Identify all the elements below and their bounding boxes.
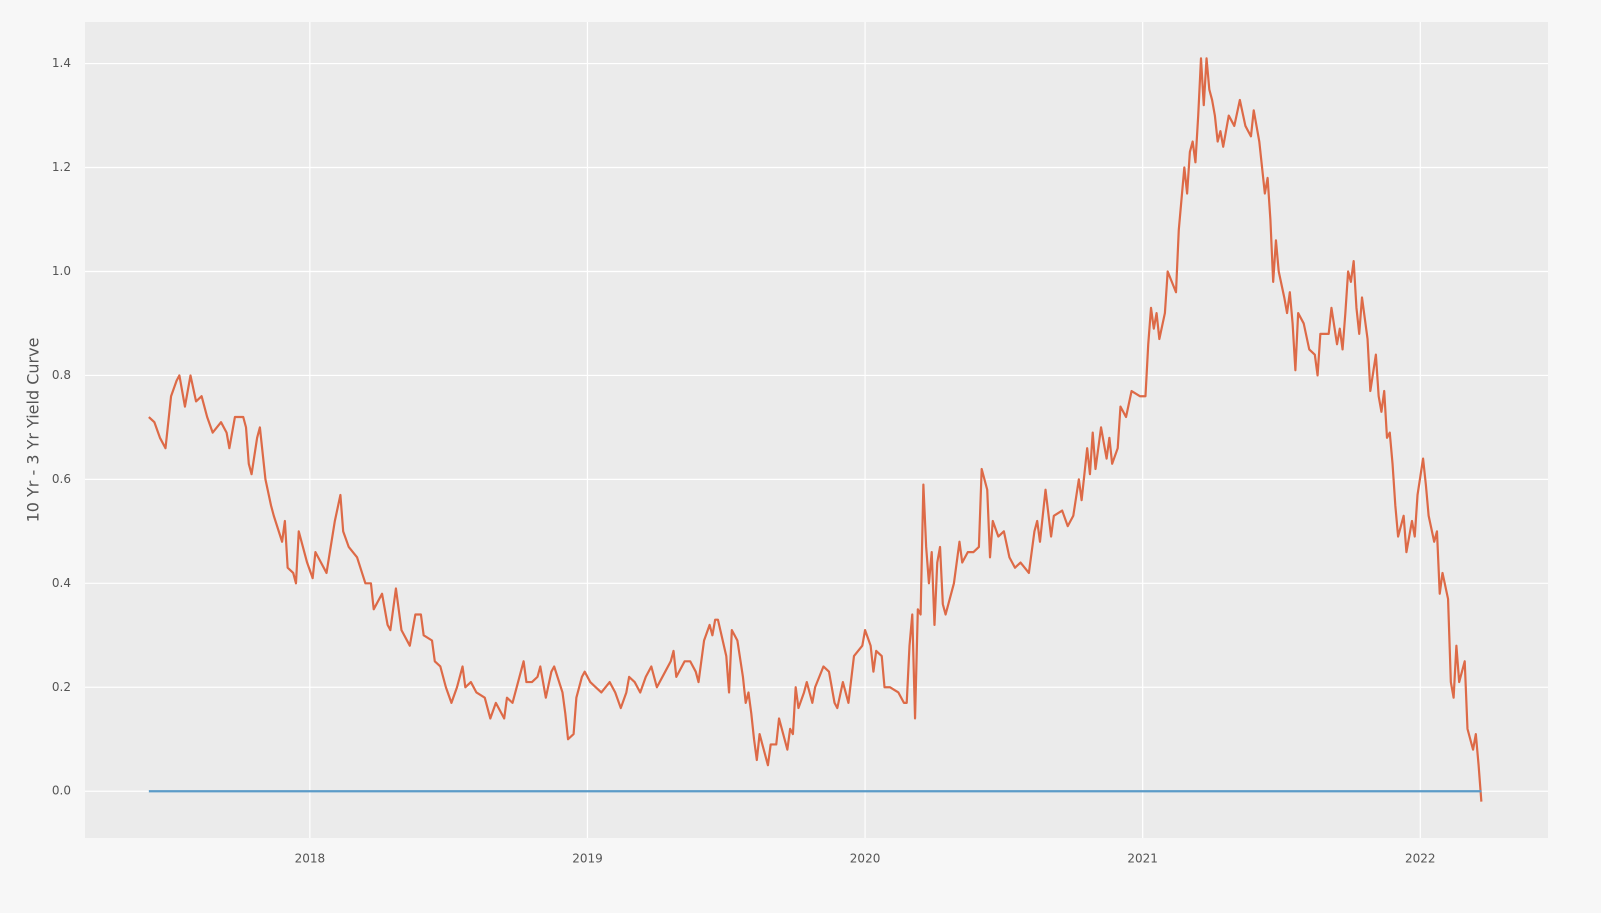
y-tick-label: 0.6	[52, 472, 71, 486]
y-axis-label: 10 Yr - 3 Yr Yield Curve	[24, 338, 43, 523]
x-tick-label: 2022	[1405, 852, 1436, 866]
y-tick-label: 1.2	[52, 160, 71, 174]
series-line	[148, 57, 1483, 802]
y-tick-label: 0.4	[52, 576, 71, 590]
y-tick-label: 1.0	[52, 264, 71, 278]
x-tick-label: 2019	[572, 852, 603, 866]
plot-area	[85, 22, 1548, 838]
y-tick-label: 0.8	[52, 368, 71, 382]
x-tick-label: 2021	[1127, 852, 1158, 866]
x-tick-label: 2020	[850, 852, 881, 866]
x-tick-label: 2018	[295, 852, 326, 866]
y-tick-label: 0.2	[52, 680, 71, 694]
y-tick-label: 1.4	[52, 56, 71, 70]
y-tick-label: 0.0	[52, 784, 71, 798]
